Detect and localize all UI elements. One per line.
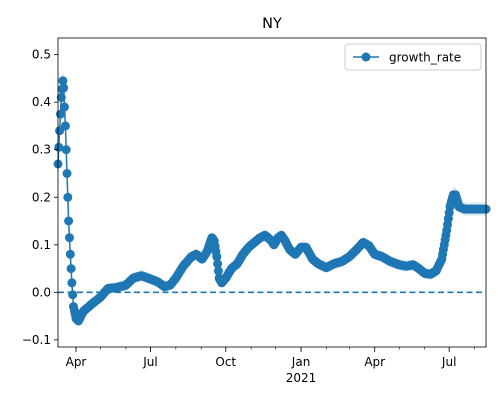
x-tick-label: Oct [215,355,236,369]
x-tick-label: Apr [364,355,385,369]
data-point [66,264,76,274]
plot-area-frame [57,37,487,348]
legend-marker-swatch [361,52,371,62]
data-point [59,83,69,93]
legend: growth_rate [344,43,482,71]
chart-title: NY [262,16,282,32]
data-point [68,290,78,300]
data-point [60,102,69,112]
data-point [213,259,223,269]
x-tick-label: Jan [291,355,311,369]
x-year-label: 2021 [286,371,317,385]
y-axis: −0.1 0.0 0.1 0.2 0.3 0.4 0.5 [22,48,58,347]
x-tick-label: Apr [66,355,87,369]
legend-entry-growth-rate: growth_rate [389,51,461,65]
x-tick-label: Jul [441,355,456,369]
data-point [64,216,74,226]
y-tick-label: 0.4 [32,95,51,109]
y-tick-label: 0.0 [32,285,51,299]
x-axis: Apr Jul Oct Jan Apr Jul 2021 [66,347,475,385]
y-tick-label: −0.1 [22,333,51,347]
x-tick-label: Jul [142,355,157,369]
data-point [212,252,222,262]
data-point [61,145,71,155]
y-tick-label: 0.2 [32,190,51,204]
y-tick-label: 0.5 [32,48,51,62]
data-point [213,266,223,276]
data-point [65,249,75,259]
legend-box [344,43,482,71]
data-point [60,121,70,131]
data-point [56,92,66,102]
data-point [58,76,68,86]
data-point [62,169,72,178]
data-point [63,192,73,202]
data-point [65,233,74,243]
y-tick-label: 0.1 [32,238,51,252]
series-points-layer [53,76,491,326]
data-point [67,278,77,288]
y-tick-label: 0.3 [32,143,51,157]
